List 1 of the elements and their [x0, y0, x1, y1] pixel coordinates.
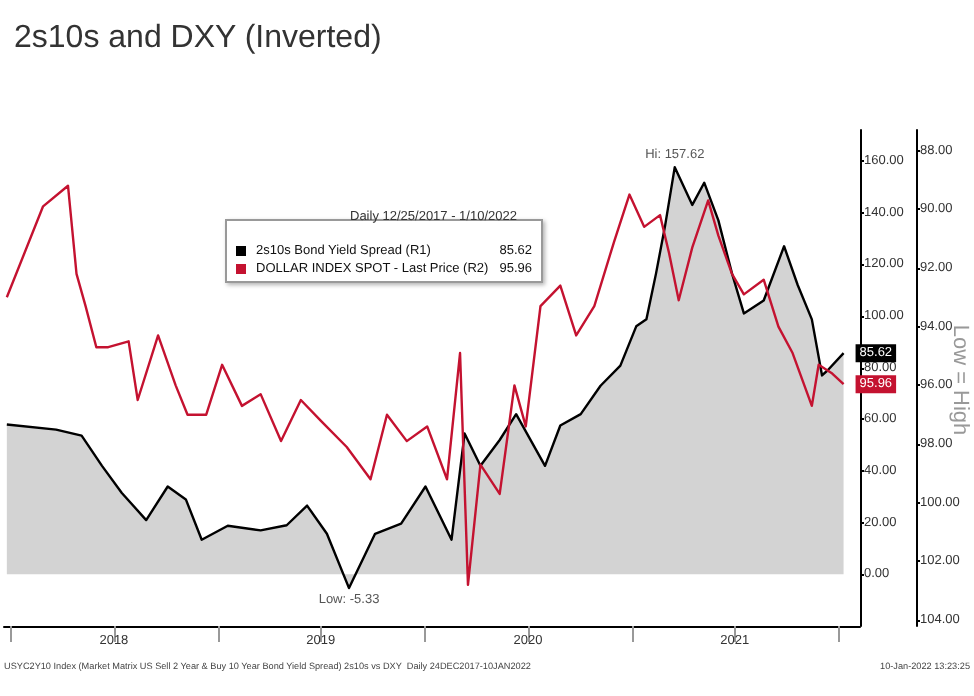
- chart-title: 2s10s and DXY (Inverted): [14, 21, 382, 55]
